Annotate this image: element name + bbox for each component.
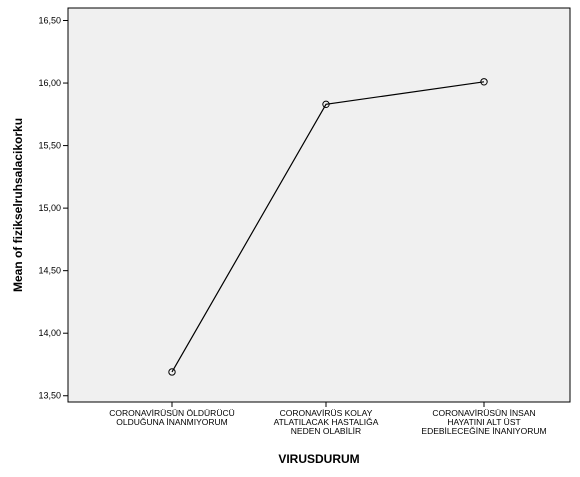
y-axis: 13,50 14,00 14,50 15,00 15,50 16,00 16,50 [38, 16, 68, 401]
y-tick-label: 15,50 [38, 141, 61, 151]
plot-background [67, 7, 571, 403]
x-category-label: CORONAVİRÜSÜN İNSAN HAYATINI ALT ÜST EDEBİ… [421, 408, 546, 436]
x-category-label: CORONAVİRÜSÜN ÖLDÜRÜCÜ OLDUĞUNA İNANMIYOR… [109, 408, 234, 427]
data-point-marker [480, 78, 488, 86]
y-tick-label: 13,50 [38, 391, 61, 401]
x-axis: CORONAVİRÜSÜN ÖLDÜRÜCÜ OLDUĞUNA İNANMIYOR… [109, 402, 547, 436]
y-axis-title: Mean of fizikselruhsalacikorku [11, 118, 25, 292]
data-point-marker [322, 100, 330, 109]
series-group [168, 78, 488, 376]
y-tick-label: 14,50 [38, 266, 61, 276]
x-category-label: CORONAVİRÜS KOLAY ATLATILACAK HASTALIĞA NE… [274, 408, 379, 436]
y-tick-label: 14,00 [38, 328, 61, 338]
x-axis-title: VIRUSDURUM [278, 452, 359, 466]
data-point-marker [168, 368, 176, 376]
series-line [171, 81, 485, 373]
y-tick-label: 16,50 [38, 16, 61, 26]
y-tick-label: 16,00 [38, 78, 61, 88]
y-tick-label: 15,00 [38, 203, 61, 213]
